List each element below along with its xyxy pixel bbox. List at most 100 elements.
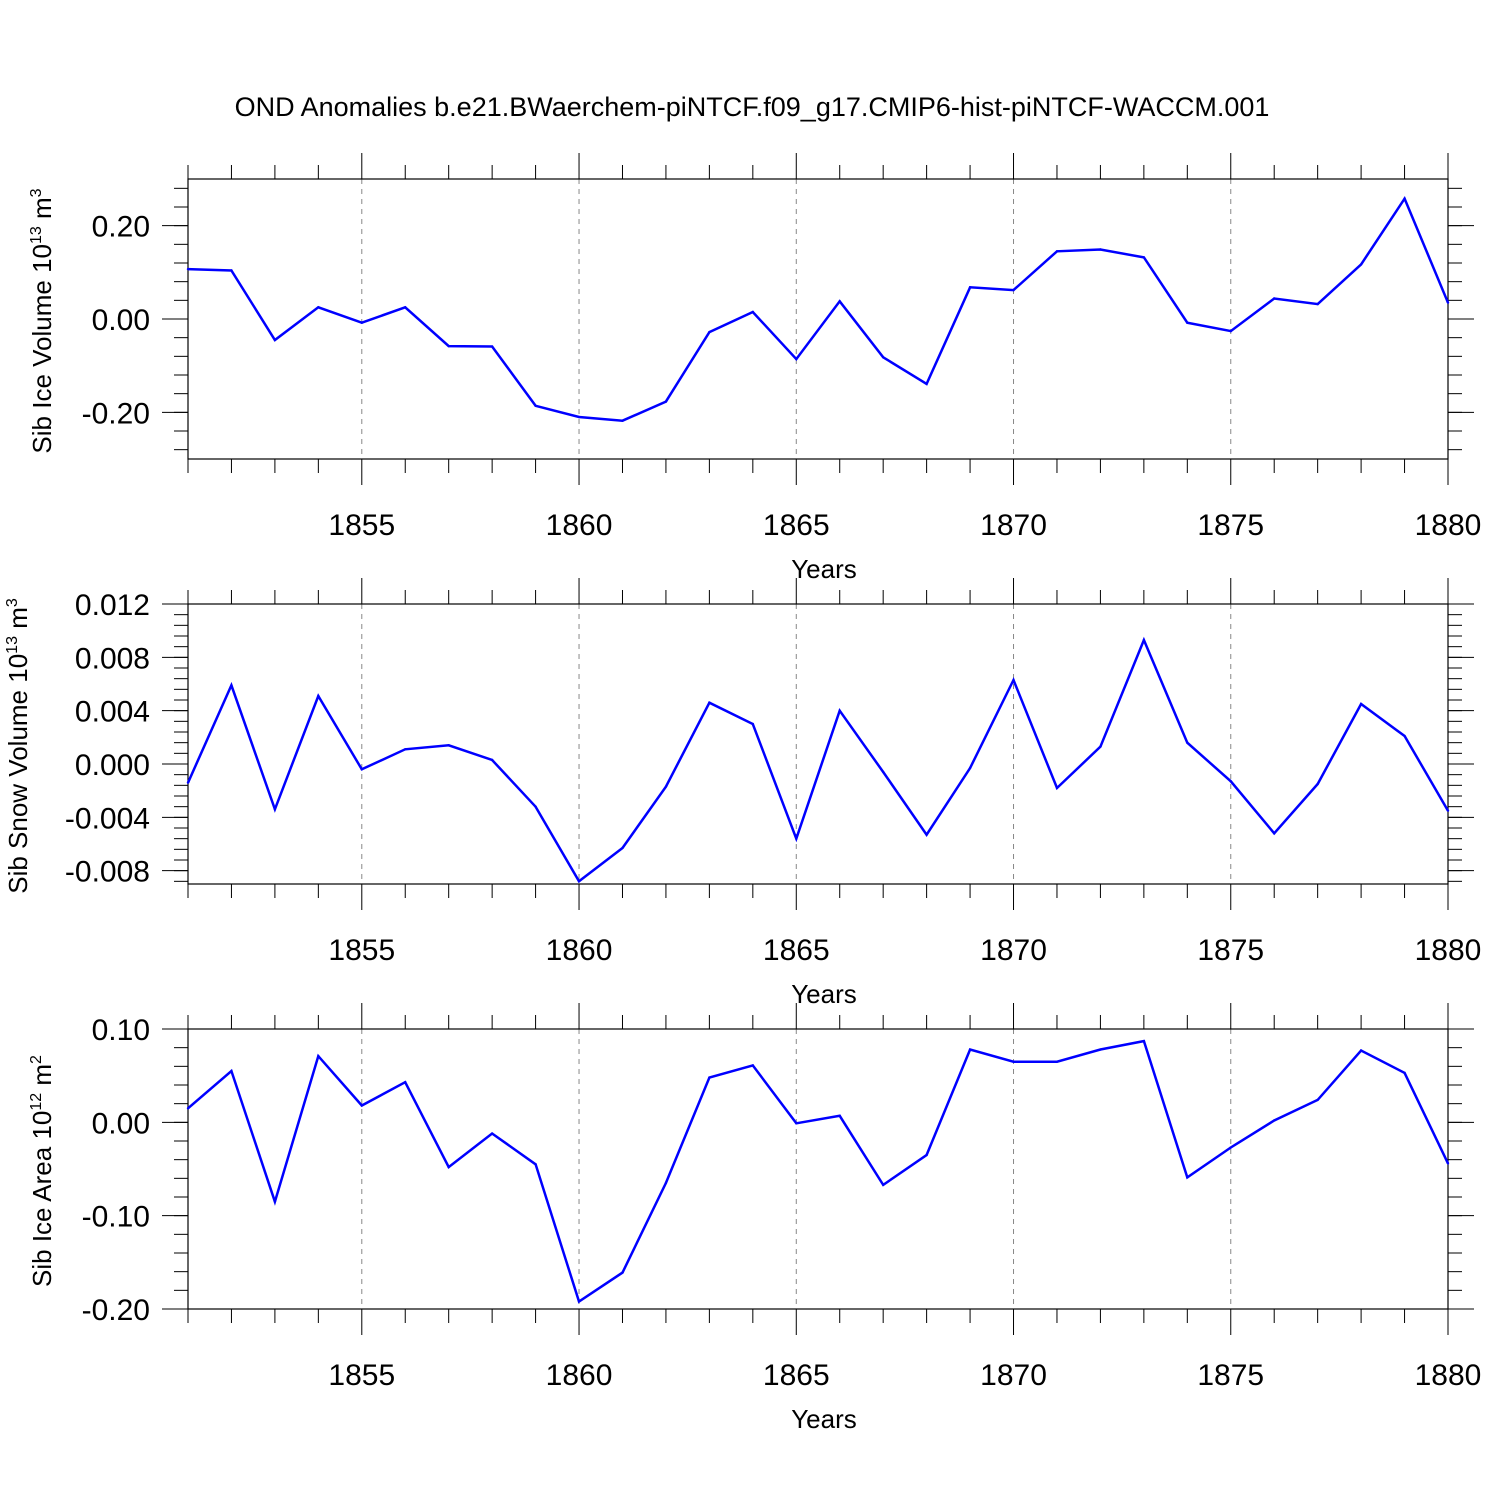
x-tick-label-1860: 1860	[546, 1359, 613, 1392]
data-point-1865	[795, 357, 798, 361]
data-point-1869	[968, 766, 972, 770]
data-point-1852	[230, 1069, 233, 1073]
y-tick-label: 0.00	[92, 1107, 150, 1140]
data-point-1870	[1012, 678, 1015, 682]
x-axis-label: Years	[791, 554, 857, 584]
data-point-1878	[1359, 702, 1363, 706]
series-line	[186, 636, 1450, 884]
data-point-1865	[795, 837, 798, 840]
data-point-1857	[447, 744, 450, 747]
data-point-1880	[1446, 809, 1450, 812]
data-point-1857	[447, 1165, 450, 1169]
data-point-1871	[1055, 250, 1059, 253]
data-point-1871	[1055, 1060, 1059, 1063]
data-point-1880	[1446, 1162, 1450, 1165]
x-axis-label: Years	[791, 1404, 857, 1434]
data-point-1856	[404, 748, 407, 751]
data-point-1862	[664, 400, 668, 403]
data-point-1858	[490, 758, 494, 762]
data-point-1859	[534, 1163, 537, 1166]
x-tick-label-1870: 1870	[980, 509, 1047, 542]
data-point-1863	[708, 330, 711, 334]
data-point-1876	[1273, 832, 1276, 835]
data-point-1867	[881, 356, 885, 359]
data-point-1858	[490, 345, 494, 348]
data-point-1862	[664, 785, 668, 788]
x-tick-label-1870: 1870	[980, 1359, 1047, 1392]
y-tick-label: 0.20	[92, 211, 150, 244]
data-point-1862	[664, 1181, 668, 1185]
y-tick-label: 0.008	[75, 642, 150, 675]
data-point-1853	[273, 1200, 277, 1203]
x-tick-label-1855: 1855	[328, 509, 395, 542]
x-tick-label-1875: 1875	[1197, 509, 1264, 542]
y-axis-label: Sib Snow Volume 1013 m3	[3, 598, 33, 894]
data-point-1855	[360, 321, 363, 324]
data-point-1857	[447, 344, 450, 348]
data-point-1853	[273, 808, 277, 811]
plot-frame	[187, 603, 1449, 885]
data-point-1877	[1316, 1098, 1319, 1102]
series-line	[187, 195, 1450, 422]
data-point-1874	[1186, 741, 1189, 744]
data-point-1858	[490, 1132, 494, 1135]
data-point-1875	[1229, 329, 1232, 333]
data-point-1863	[708, 1076, 711, 1079]
data-point-1854	[317, 694, 320, 698]
data-point-1874	[1186, 321, 1189, 324]
x-tick-label-1855: 1855	[328, 934, 395, 967]
data-point-1859	[534, 404, 537, 407]
data-point-1860	[577, 880, 581, 883]
data-point-1861	[621, 419, 624, 422]
x-tick-label-1865: 1865	[763, 509, 830, 542]
data-point-1872	[1099, 1048, 1102, 1051]
data-point-1867	[881, 1183, 885, 1187]
data-point-1873	[1142, 256, 1146, 259]
panels: 1855 1860 1865 1870 1875 1880 0.20 0.00 -0.20 Yea…	[3, 153, 1481, 1434]
data-point-1865	[795, 1122, 798, 1125]
y-tick-label: -0.004	[65, 802, 150, 835]
data-point-1878	[1359, 1049, 1363, 1052]
data-point-1876	[1273, 1119, 1276, 1122]
data-point-1873	[1142, 1039, 1146, 1043]
y-tick-label: -0.10	[82, 1201, 150, 1234]
data-point-1877	[1316, 302, 1319, 306]
panel-2: 1855 1860 1865 1870 1875 1880 0.012 0.008 0.004 0…	[3, 578, 1481, 1009]
y-tick-label: -0.008	[65, 856, 150, 889]
x-tick-label-1870: 1870	[980, 934, 1047, 967]
data-point-1875	[1229, 1146, 1232, 1149]
data-point-1855	[360, 1104, 363, 1107]
x-tick-label-1855: 1855	[328, 1359, 395, 1392]
data-point-1871	[1055, 786, 1059, 790]
data-point-1863	[708, 701, 711, 704]
data-point-1866	[838, 1114, 841, 1118]
plot-frame	[187, 1028, 1449, 1310]
data-point-1861	[621, 1271, 624, 1274]
x-tick-label-1860: 1860	[546, 509, 613, 542]
data-point-1879	[1403, 1071, 1406, 1075]
x-tick-label-1875: 1875	[1197, 1359, 1264, 1392]
x-tick-label-1860: 1860	[546, 934, 613, 967]
data-point-1860	[577, 415, 581, 419]
y-axis-label: Sib Ice Area 1012 m2	[27, 1055, 57, 1287]
data-point-1867	[881, 770, 885, 774]
y-axis-label: Sib Ice Volume 1013 m3	[27, 188, 57, 453]
data-point-1864	[751, 722, 755, 726]
data-point-1864	[751, 1064, 755, 1067]
x-tick-label-1880: 1880	[1415, 934, 1482, 967]
data-point-1864	[751, 310, 755, 314]
figure-title: OND Anomalies b.e21.BWaerchem-piNTCF.f09…	[235, 92, 1270, 122]
y-tick-label: 0.000	[75, 749, 150, 782]
x-tick-label-1865: 1865	[763, 934, 830, 967]
data-point-1876	[1273, 297, 1276, 300]
data-point-1880	[1446, 301, 1450, 304]
x-tick-label-1880: 1880	[1415, 1359, 1482, 1392]
data-point-1855	[360, 768, 363, 771]
data-point-1868	[925, 833, 928, 836]
data-point-1877	[1316, 782, 1319, 786]
data-point-1860	[577, 1300, 581, 1303]
data-point-1852	[230, 269, 233, 272]
data-point-1856	[404, 306, 407, 309]
